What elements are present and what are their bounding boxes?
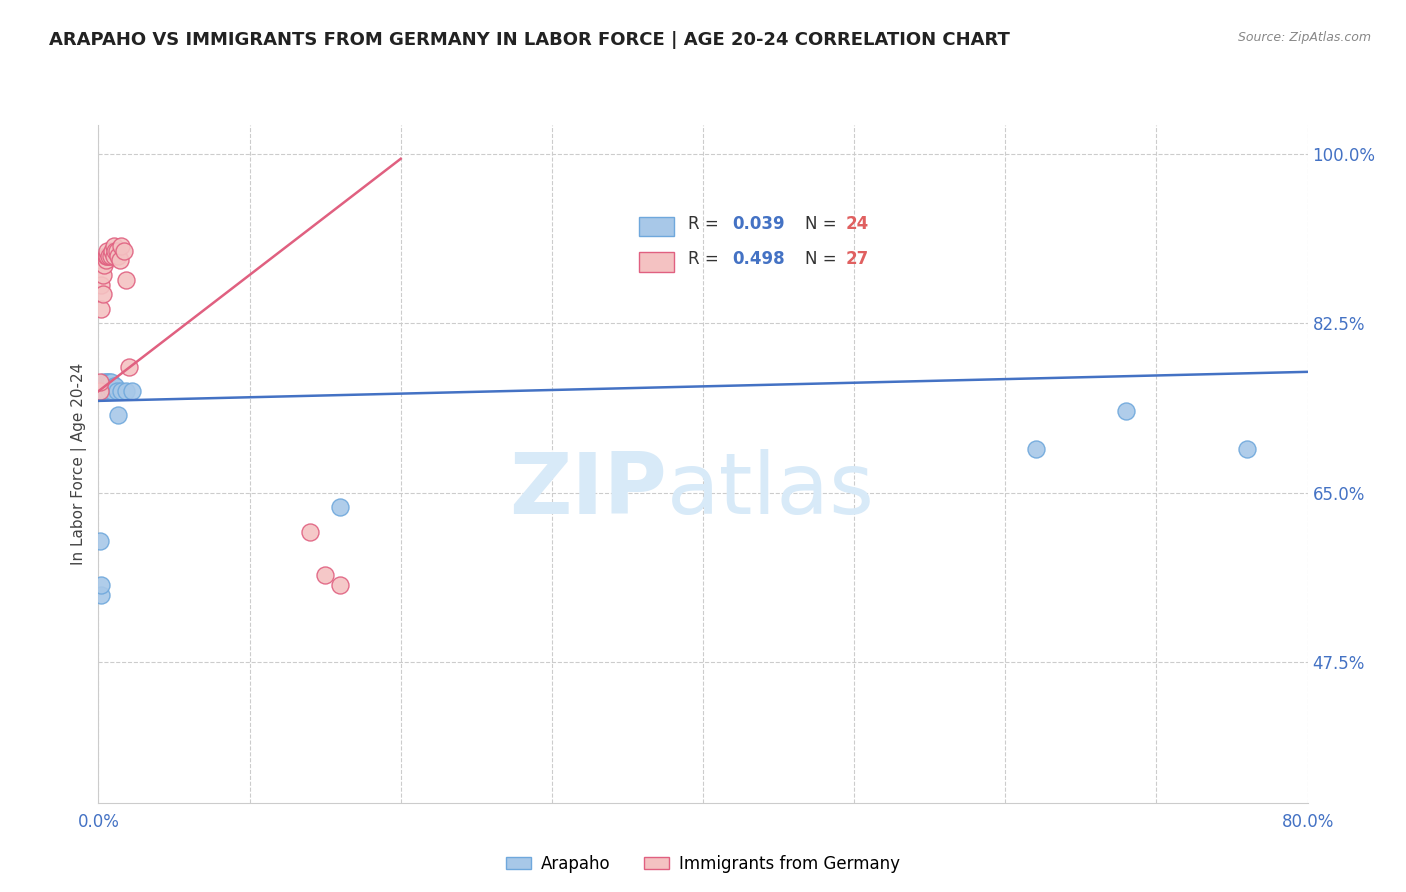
Point [108,253,131,268]
Text: N =: N = [804,251,841,268]
Point [1115,403,1137,417]
Point [101,244,124,258]
Point [1236,442,1258,457]
Point [118,359,141,374]
Text: 0.039: 0.039 [733,215,785,233]
Point [104,379,127,393]
Point [104,244,127,258]
Point [91,268,114,282]
Point [90,301,112,316]
Text: Source: ZipAtlas.com: Source: ZipAtlas.com [1237,31,1371,45]
Point [89,534,111,549]
Point [329,500,352,515]
Point [110,239,132,253]
Point [90,588,112,602]
Text: 24: 24 [845,215,869,233]
Point [105,384,128,399]
Text: 27: 27 [845,251,869,268]
FancyBboxPatch shape [640,252,673,272]
Point [96,249,118,263]
Point [101,384,124,399]
Text: R =: R = [689,251,724,268]
Point [91,287,114,301]
Legend: Arapaho, Immigrants from Germany: Arapaho, Immigrants from Germany [499,848,907,880]
Text: N =: N = [804,215,841,233]
Point [103,239,125,253]
Point [299,524,322,539]
Point [100,249,122,263]
Point [96,244,118,258]
Point [114,273,136,287]
Text: R =: R = [689,215,724,233]
Y-axis label: In Labor Force | Age 20-24: In Labor Force | Age 20-24 [72,363,87,565]
Point [107,409,129,423]
Point [103,379,125,393]
Point [121,384,143,399]
Point [89,375,111,389]
Text: atlas: atlas [666,450,875,533]
Point [91,384,114,399]
Text: ARAPAHO VS IMMIGRANTS FROM GERMANY IN LABOR FORCE | AGE 20-24 CORRELATION CHART: ARAPAHO VS IMMIGRANTS FROM GERMANY IN LA… [49,31,1010,49]
Point [107,249,129,263]
FancyBboxPatch shape [640,217,673,236]
Point [314,568,336,582]
Point [98,384,121,399]
Point [91,375,114,389]
Point [94,253,117,268]
Point [98,375,121,389]
Point [89,384,111,399]
Point [105,244,128,258]
Point [93,384,115,399]
Point [114,384,136,399]
Point [94,249,117,263]
Point [329,578,352,592]
Point [90,578,112,592]
Point [103,249,125,263]
Point [94,384,117,399]
Text: 0.498: 0.498 [733,251,785,268]
Point [110,384,132,399]
Point [1024,442,1046,457]
Point [93,258,115,272]
Point [94,375,117,389]
Point [98,249,121,263]
Point [100,375,122,389]
Text: ZIP: ZIP [509,450,666,533]
Point [96,375,118,389]
Point [90,277,112,292]
Point [112,244,135,258]
